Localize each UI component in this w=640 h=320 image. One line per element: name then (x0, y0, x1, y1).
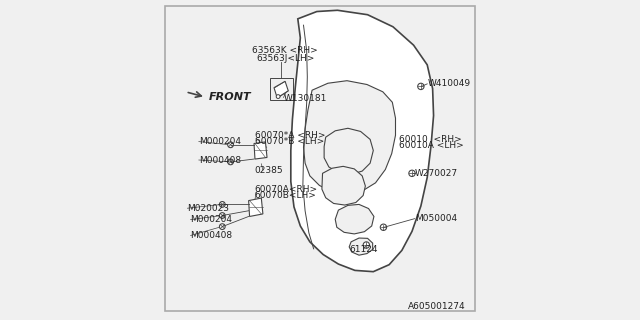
Text: M000408: M000408 (191, 231, 233, 240)
Text: W410049: W410049 (428, 79, 471, 88)
Text: 60070A<RH>: 60070A<RH> (254, 185, 317, 194)
Circle shape (409, 170, 415, 177)
Circle shape (276, 95, 280, 99)
Circle shape (418, 83, 424, 90)
Circle shape (380, 224, 387, 230)
Polygon shape (335, 204, 374, 234)
Polygon shape (274, 81, 288, 98)
Text: M020023: M020023 (188, 204, 229, 213)
Polygon shape (349, 238, 372, 255)
Text: M050004: M050004 (415, 214, 458, 223)
Text: M000204: M000204 (199, 137, 241, 146)
Circle shape (220, 213, 225, 218)
Polygon shape (303, 81, 396, 194)
Text: 61124: 61124 (349, 245, 378, 254)
Text: 63563J<LH>: 63563J<LH> (256, 54, 314, 63)
Text: A605001274: A605001274 (408, 302, 466, 311)
Text: 63563K <RH>: 63563K <RH> (252, 46, 318, 55)
Polygon shape (322, 166, 365, 205)
Text: 60070B<LH>: 60070B<LH> (254, 191, 316, 200)
Circle shape (220, 202, 225, 207)
Text: 02385: 02385 (254, 166, 283, 175)
Text: FRONT: FRONT (209, 92, 252, 102)
Polygon shape (324, 128, 373, 174)
Circle shape (363, 242, 369, 248)
Circle shape (228, 142, 234, 148)
Text: 60010A <LH>: 60010A <LH> (399, 141, 464, 150)
Polygon shape (254, 142, 267, 159)
Polygon shape (291, 10, 433, 272)
Circle shape (220, 224, 225, 229)
Text: W270027: W270027 (415, 169, 458, 178)
Text: M000204: M000204 (191, 215, 232, 224)
Polygon shape (248, 198, 263, 216)
Bar (270, 77, 292, 100)
Text: 60070*A <RH>: 60070*A <RH> (255, 131, 326, 140)
Text: 60070*B <LH>: 60070*B <LH> (255, 137, 324, 146)
Text: W130181: W130181 (284, 94, 327, 103)
Circle shape (228, 159, 234, 165)
Text: M000408: M000408 (199, 156, 241, 164)
Text: 60010  <RH>: 60010 <RH> (399, 135, 462, 144)
